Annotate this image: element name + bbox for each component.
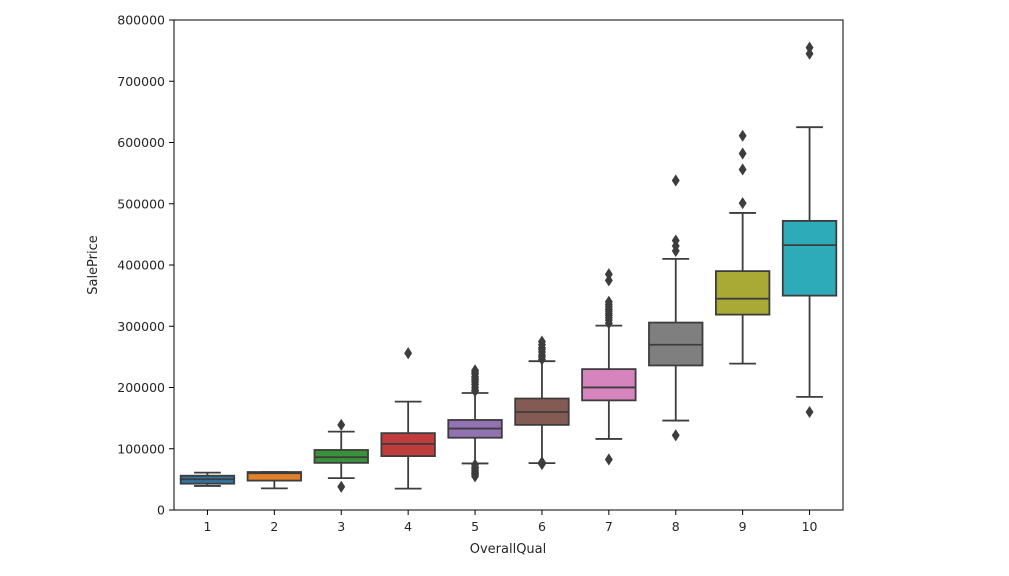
outlier-point xyxy=(738,147,747,160)
x-tick-label: 6 xyxy=(538,519,546,534)
box-group-2 xyxy=(246,471,303,490)
box-iqr xyxy=(246,471,303,482)
y-axis-label: SalePrice xyxy=(86,235,101,295)
y-tick-label: 300000 xyxy=(117,319,165,334)
box-group-9 xyxy=(714,129,771,365)
outlier-point xyxy=(471,458,480,471)
outlier-point xyxy=(604,295,613,308)
box-iqr xyxy=(581,368,637,402)
y-tick-label: 200000 xyxy=(117,380,165,395)
outlier-point xyxy=(805,41,814,54)
outlier-point xyxy=(537,335,546,348)
outlier-point xyxy=(738,163,747,176)
outlier-point xyxy=(604,268,613,281)
x-tick-label: 5 xyxy=(471,519,479,534)
outlier-point xyxy=(738,197,747,210)
x-tick-label: 3 xyxy=(337,519,345,534)
y-tick-label: 0 xyxy=(157,503,165,518)
outlier-point xyxy=(805,47,814,60)
outlier-point xyxy=(337,418,346,431)
box-group-3 xyxy=(313,418,369,493)
box-group-6 xyxy=(514,335,570,471)
outlier-point xyxy=(537,456,546,469)
x-axis-label: OverallQual xyxy=(470,542,547,557)
box-group-7 xyxy=(581,268,637,466)
x-tick-label: 10 xyxy=(802,519,818,534)
x-tick-label: 8 xyxy=(672,519,680,534)
y-tick-label: 400000 xyxy=(117,258,165,273)
box-group-1 xyxy=(179,471,236,487)
x-tick-label: 7 xyxy=(605,519,613,534)
x-tick-label: 2 xyxy=(270,519,278,534)
y-axis: 0 100000 200000 300000 400000 500000 600000 700… xyxy=(117,13,174,518)
outlier-point xyxy=(671,234,680,247)
y-tick-label: 100000 xyxy=(117,441,165,456)
x-tick-label: 1 xyxy=(203,519,211,534)
x-tick-label: 4 xyxy=(404,519,412,534)
outlier-point xyxy=(337,480,346,493)
y-tick-label: 600000 xyxy=(117,135,165,150)
outlier-point xyxy=(404,347,413,360)
outlier-point xyxy=(604,453,613,466)
outlier-point xyxy=(805,405,814,419)
outlier-point xyxy=(671,429,680,442)
outlier-point xyxy=(471,364,480,377)
box-group-8 xyxy=(648,174,704,442)
outlier-point xyxy=(738,129,747,142)
boxes-layer xyxy=(179,41,838,493)
x-axis: 1 2 3 4 5 6 7 8 9 10 xyxy=(203,510,818,534)
y-tick-label: 800000 xyxy=(117,13,165,28)
outlier-point xyxy=(671,174,680,187)
box-iqr xyxy=(714,270,771,316)
y-tick-label: 500000 xyxy=(117,196,165,211)
box-group-4 xyxy=(380,347,436,490)
x-tick-label: 9 xyxy=(739,519,747,534)
y-tick-label: 700000 xyxy=(117,74,165,89)
box-group-5 xyxy=(447,364,503,483)
box-iqr xyxy=(781,219,838,297)
outlier-point xyxy=(604,274,613,287)
box-group-10 xyxy=(781,41,838,419)
